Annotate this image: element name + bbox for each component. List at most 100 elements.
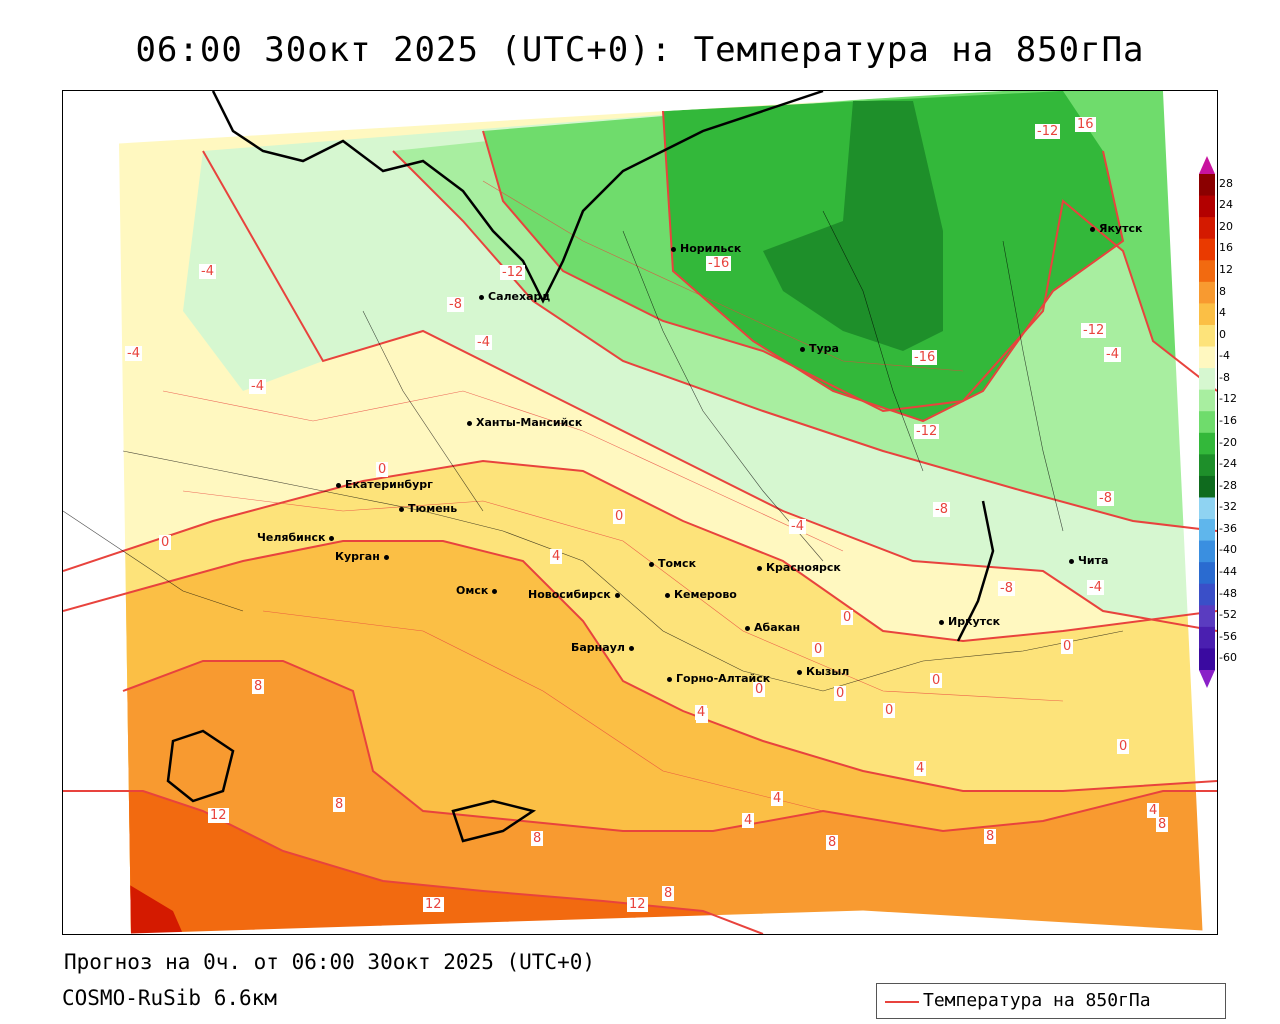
legend-line-swatch [885,1001,919,1003]
city-dot [628,645,634,651]
contour-label: 8 [1156,817,1169,832]
city-khanty-mansiysk: Ханты-Мансийск [467,416,582,429]
contour-label: 0 [812,642,825,657]
colorbar-tick-label: -8 [1219,370,1230,384]
contour-label: 8 [252,679,265,694]
city-dot [492,588,498,594]
city-chelyabinsk: Челябинск [257,531,338,544]
city-dot [939,619,944,625]
contour-label: 12 [423,897,444,912]
city-yekaterinburg: Екатеринбург [336,478,433,491]
contour-label: 0 [376,462,389,477]
city-dot [614,592,620,598]
contour-label: -8 [447,297,464,312]
colorbar-tick-label: -44 [1219,564,1237,578]
map-title: 06:00 30окт 2025 (UTC+0): Температура на… [135,30,1145,70]
contour-label: 0 [834,686,847,701]
colorbar-bottom-arrow [1199,670,1215,688]
colorbar-tick-label: 28 [1219,176,1233,190]
colorbar [1199,156,1215,688]
colorbar-tick-label: -28 [1219,478,1237,492]
city-omsk: Омск [456,584,501,597]
contour-label: 0 [1117,739,1130,754]
contour-label: -8 [998,581,1015,596]
contour-label: 0 [159,535,172,550]
city-salekhard: Салехард [479,290,550,303]
contour-label: -16 [706,256,732,271]
coastline [166,91,995,843]
contour-lines [63,110,1217,934]
city-dot [383,554,389,560]
legend-label: Температура на 850гПа [923,990,1151,1011]
colorbar-tick-label: 0 [1219,327,1226,341]
colorbar-tick-label: 20 [1219,219,1233,233]
contour-label: 0 [1061,639,1074,654]
city-novosibirsk: Новосибирск [528,588,624,601]
colorbar-segment [1199,174,1215,197]
city-dot [745,625,750,631]
colorbar-segment [1199,324,1215,348]
colorbar-segment [1199,475,1215,498]
city-dot [329,535,335,541]
city-dot [1090,226,1095,232]
minor-contours [162,180,1064,812]
city-yakutsk: Якутск [1090,222,1142,235]
city-dot [479,294,484,300]
city-dot [667,676,672,682]
city-tyumen: Тюмень [399,502,457,515]
contour-label: 8 [531,831,544,846]
contour-label: -12 [1081,323,1107,338]
colorbar-segment [1199,648,1215,671]
contour-label: 12 [208,808,229,823]
city-dot [1069,558,1074,564]
colorbar-segment [1199,411,1215,434]
contour-label: 4 [695,705,708,720]
contour-label: 12 [627,897,648,912]
colorbar-tick-label: -56 [1219,629,1237,643]
city-kyzyl: Кызыл [797,665,849,678]
colorbar-segment [1199,454,1215,477]
contour-label: -8 [933,502,950,517]
colorbar-segment [1199,497,1215,520]
contour-label: -12 [914,424,940,439]
colorbar-segment [1199,195,1215,218]
colorbar-tick-label: -32 [1219,500,1237,514]
city-dot [797,669,802,675]
colorbar-segment [1199,605,1215,628]
colorbar-tick-label: 8 [1219,284,1226,298]
colorbar-tick-label: -40 [1219,543,1237,557]
colorbar-tick-label: -12 [1219,392,1237,406]
contour-label: -4 [199,264,216,279]
contour-label: 0 [753,682,766,697]
colorbar-segment [1199,540,1215,563]
colorbar-segment [1199,626,1215,649]
map-area[interactable]: Норильск Якутск Салехард Тура Ханты-Манс… [62,90,1218,935]
contour-label: -4 [125,346,142,361]
city-dot [399,506,404,512]
colorbar-tick-label: -24 [1219,457,1237,471]
colorbar-tick-label: -52 [1219,608,1237,622]
city-norilsk: Норильск [671,242,741,255]
colorbar-tick-label: 16 [1219,241,1233,255]
city-tomsk: Томск [649,557,696,570]
contour-label: 0 [613,509,626,524]
contour-label: -4 [1104,347,1121,362]
colorbar-segment [1199,432,1215,455]
colorbar-segment [1199,519,1215,542]
contour-label: -12 [1035,124,1061,139]
forecast-info: Прогноз на 0ч. от 06:00 30окт 2025 (UTC+… [64,950,596,974]
city-dot [336,482,341,488]
contour-label: 0 [841,610,854,625]
contour-label: -4 [789,519,806,534]
city-kurgan: Курган [335,550,393,563]
city-dot [757,565,762,571]
city-kemerovo: Кемерово [665,588,737,601]
colorbar-tick-label: -16 [1219,414,1237,427]
contour-label: 0 [883,703,896,718]
contour-label: 4 [1147,803,1160,818]
contour-label: 8 [984,829,997,844]
contour-label: 4 [771,791,784,806]
city-abakan: Абакан [745,621,800,634]
city-irkutsk: Иркутск [939,615,1000,628]
colorbar-segment [1199,583,1215,606]
